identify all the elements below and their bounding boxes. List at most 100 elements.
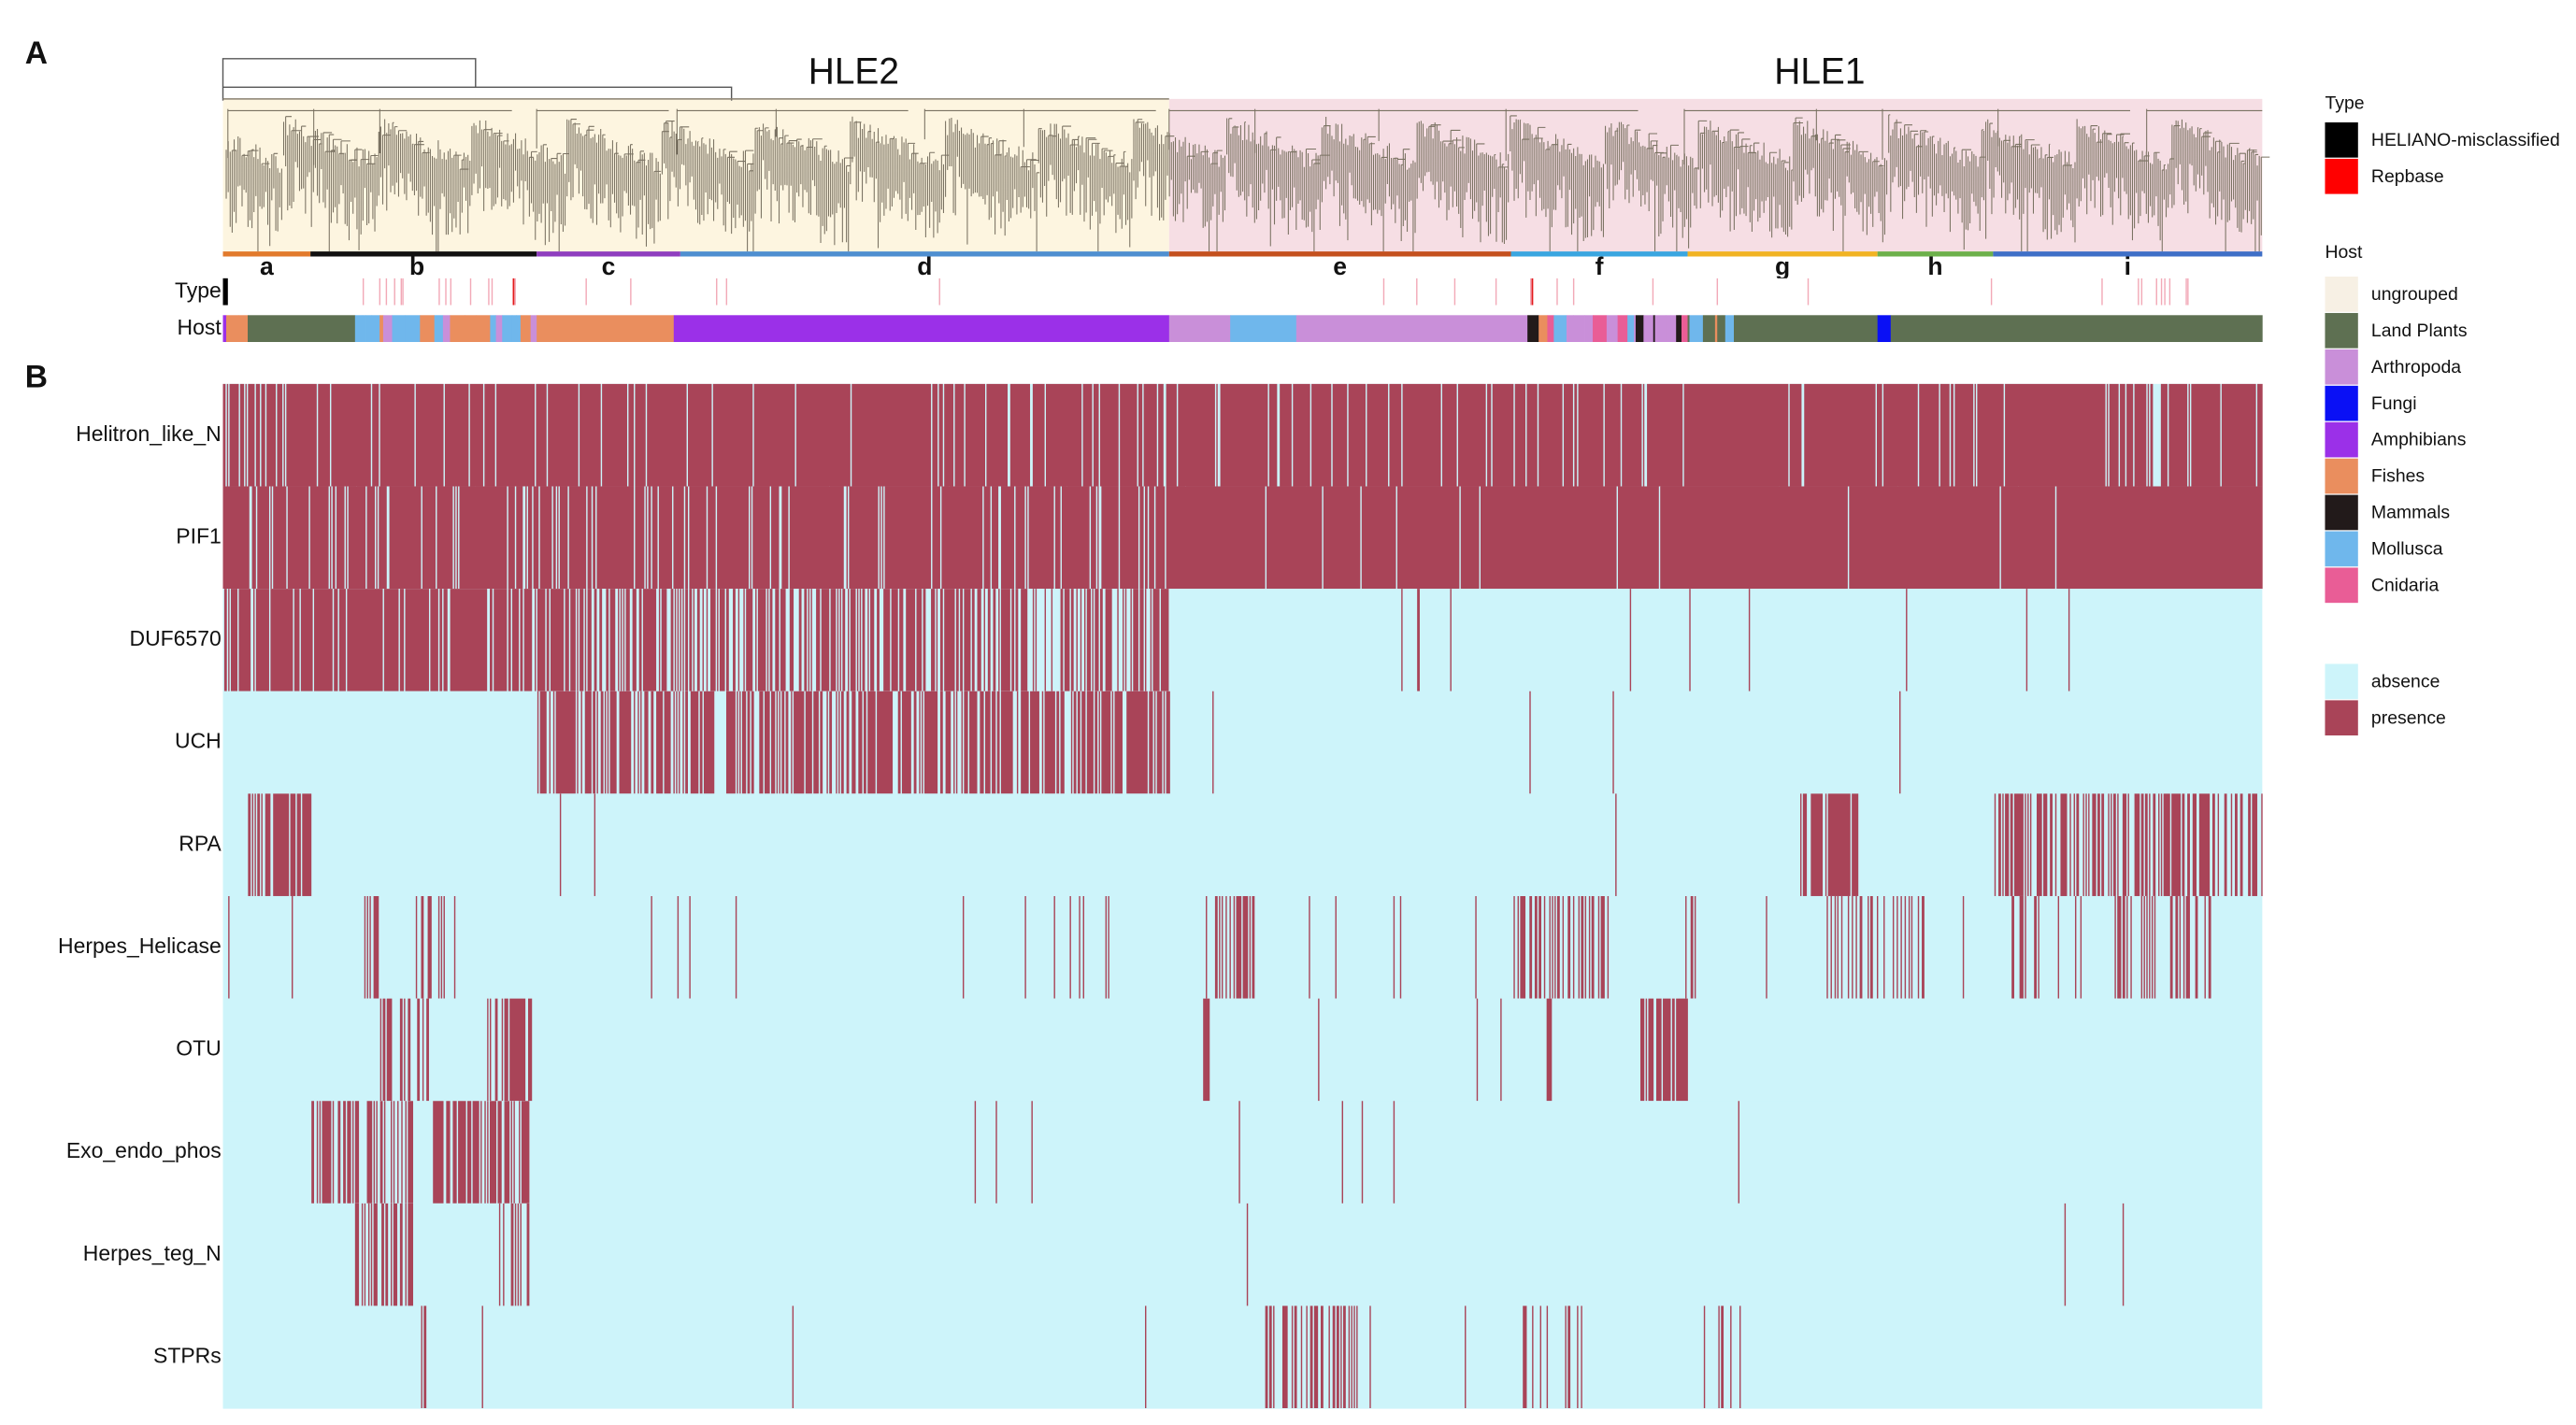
- host-segment: [382, 315, 393, 342]
- clade-label: e: [1333, 252, 1347, 280]
- host-segment: [1670, 315, 1677, 342]
- row-label: STPRs: [153, 1343, 222, 1367]
- host-segment: [1724, 315, 1735, 342]
- heat-presence: [222, 486, 2263, 590]
- annotation-tracks: [222, 278, 2263, 342]
- heatmap: Helitron_like_N PIF1 DUF6570 UCH RPA Herpes_H…: [58, 383, 2263, 1409]
- row-label: Herpes_teg_N: [83, 1241, 222, 1265]
- clade-line: [1993, 251, 2263, 257]
- legend-swatch: [2325, 663, 2358, 700]
- host-segment: [511, 315, 517, 342]
- heat-row-bg: [222, 1305, 2263, 1409]
- host-segment: [1566, 315, 1574, 342]
- host-segment: [673, 315, 1170, 342]
- row-label: PIF1: [176, 523, 221, 548]
- host-segment: [465, 315, 478, 342]
- legend-swatch: [2325, 531, 2358, 567]
- host-segment: [1230, 315, 1297, 342]
- host-segment: [362, 315, 366, 342]
- host-segment: [502, 315, 513, 342]
- heat-row-bg: [222, 1101, 2263, 1204]
- host-segment: [1553, 315, 1567, 342]
- host-segment: [1643, 315, 1651, 342]
- legend-swatch: [2325, 349, 2358, 385]
- legend-swatch: [2325, 700, 2358, 736]
- legend-swatch: [2325, 312, 2358, 349]
- legend-title: Host: [2325, 242, 2363, 263]
- host-segment: [1734, 315, 1879, 342]
- host-segment: [354, 315, 364, 342]
- legend-label: Repbase: [2371, 166, 2444, 187]
- legend-swatch: [2325, 385, 2358, 421]
- row-label: Helitron_like_N: [76, 421, 222, 446]
- row-label: DUF6570: [130, 626, 222, 650]
- clade-label: b: [409, 252, 424, 280]
- clade-label: i: [2125, 252, 2131, 280]
- clade-bar: a b c d e f g h i: [222, 251, 2263, 280]
- host-segment: [1687, 315, 1690, 342]
- legend-label: Arthropoda: [2371, 357, 2461, 378]
- host-segment: [1617, 315, 1628, 342]
- host-segment: [1593, 315, 1608, 342]
- legend-label: Mammals: [2371, 502, 2450, 522]
- host-segment: [1634, 315, 1637, 342]
- type-marks-pink: [362, 278, 2189, 306]
- host-segment: [405, 315, 421, 342]
- row-label: RPA: [179, 831, 222, 855]
- host-segment: [1666, 315, 1671, 342]
- host-segment: [1547, 315, 1554, 342]
- track-label: Type: [175, 278, 222, 302]
- heat-presence: [228, 895, 2211, 999]
- host-segment: [1584, 315, 1594, 342]
- group-label: HLE1: [1774, 51, 1865, 92]
- heat-row-bg: [222, 998, 2263, 1102]
- host-segment: [1168, 315, 1231, 342]
- host-segment: [222, 315, 227, 342]
- legend-swatch: [2325, 494, 2358, 531]
- host-segment: [495, 315, 503, 342]
- host-segment: [420, 315, 436, 342]
- host-segment: [1681, 315, 1688, 342]
- dendro-branches: [225, 108, 2270, 252]
- dendro-top: [222, 58, 733, 101]
- host-segment: [1689, 315, 1704, 342]
- host-segment: [1676, 315, 1680, 342]
- heat-presence: [248, 793, 2263, 896]
- group-label: HLE2: [809, 51, 899, 92]
- legend-swatch: [2325, 458, 2358, 494]
- host-segment: [1877, 315, 1892, 342]
- heat-row-bg: [222, 895, 2263, 1000]
- host-segment: [1654, 315, 1667, 342]
- host-segment: [1717, 315, 1724, 342]
- clade-label: h: [1927, 252, 1942, 280]
- host-segment: [1722, 315, 1726, 342]
- clade-line: [222, 251, 311, 257]
- legend-swatch: [2325, 121, 2358, 158]
- host-segment: [1538, 315, 1548, 342]
- host-segment: [530, 315, 537, 342]
- clade-line: [1168, 251, 1511, 257]
- heat-row-bg: [222, 1203, 2263, 1306]
- host-segment: [365, 315, 373, 342]
- clade-line: [1510, 251, 1688, 257]
- host-segment: [1627, 315, 1635, 342]
- legend-title: Type: [2325, 93, 2364, 113]
- clade-line: [1687, 251, 1878, 257]
- clade-label: a: [260, 252, 275, 280]
- host-segment: [237, 315, 249, 342]
- clade-label: g: [1775, 252, 1790, 280]
- legend-label: Cnidaria: [2371, 575, 2439, 595]
- panel-label: A: [25, 36, 48, 71]
- legend-label: Land Plants: [2371, 321, 2468, 341]
- host-segment: [1635, 315, 1644, 342]
- clade-line: [537, 251, 680, 257]
- heat-presence: [223, 589, 2070, 691]
- panel-label: B: [25, 359, 48, 394]
- host-segment: [392, 315, 406, 342]
- row-label: Exo_endo_phos: [66, 1138, 222, 1162]
- clade-label: f: [1596, 252, 1604, 280]
- dendrogram: [222, 58, 2270, 252]
- legend-label: Amphibians: [2371, 430, 2467, 450]
